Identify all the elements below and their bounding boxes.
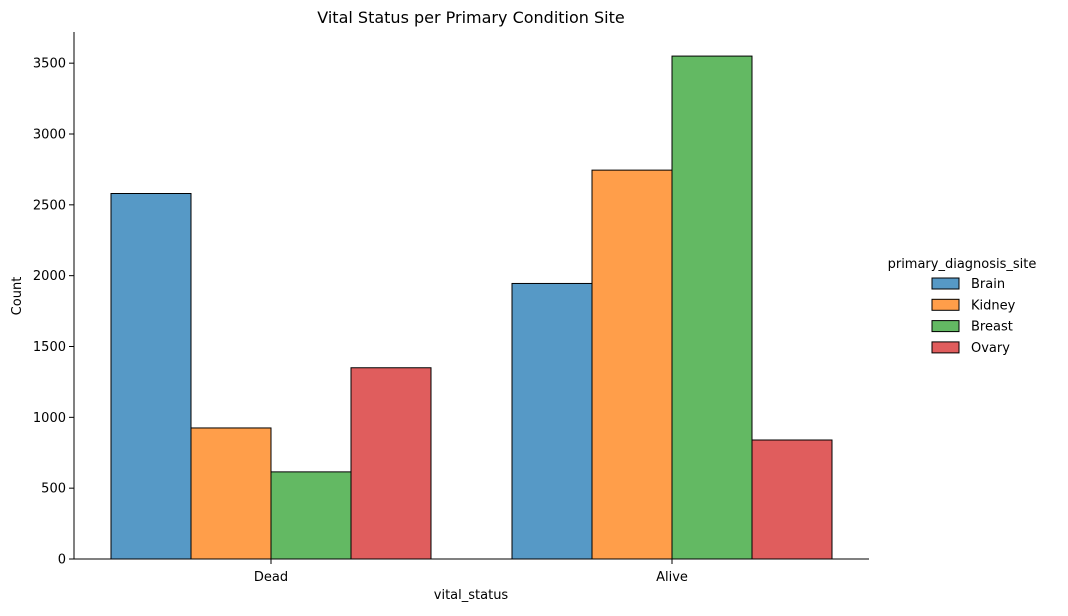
bar-alive-ovary	[751, 439, 833, 560]
y-ticks: 0 500 1000 1500 2000 2500 3000 3500	[33, 57, 74, 568]
y-axis-label: Count	[10, 277, 25, 316]
y-tick-label: 0	[58, 553, 66, 568]
legend-items: Brain Kidney Breast Ovary	[931, 277, 1016, 356]
bars-layer	[110, 55, 833, 560]
legend-label: Ovary	[971, 341, 1010, 356]
legend-swatch	[931, 320, 960, 333]
x-axis-label: vital_status	[434, 588, 509, 603]
legend-label: Brain	[971, 277, 1005, 292]
y-tick-label: 2500	[33, 198, 66, 213]
legend: primary_diagnosis_site Brain Kidney Breast…	[888, 257, 1037, 356]
y-tick-label: 500	[41, 482, 66, 497]
bar-dead-breast	[270, 471, 352, 560]
legend-swatch	[931, 298, 960, 311]
legend-title: primary_diagnosis_site	[888, 257, 1037, 272]
x-tick-label: Alive	[656, 570, 688, 585]
bar-alive-kidney	[591, 169, 673, 560]
bar-alive-brain	[511, 282, 593, 560]
bar-dead-ovary	[350, 367, 432, 560]
y-tick-label: 3000	[33, 128, 66, 143]
bar-alive-breast	[671, 55, 753, 560]
chart-title: Vital Status per Primary Condition Site	[317, 8, 624, 27]
legend-label: Breast	[971, 320, 1013, 335]
bar-dead-kidney	[190, 427, 272, 560]
legend-label: Kidney	[971, 298, 1016, 313]
x-tick-label: Dead	[254, 570, 288, 585]
y-tick-label: 2000	[33, 269, 66, 284]
bar-dead-brain	[110, 193, 192, 560]
legend-swatch	[931, 277, 960, 290]
y-tick-label: 3500	[33, 57, 66, 72]
x-ticks: Dead Alive	[254, 559, 688, 585]
y-tick-label: 1000	[33, 411, 66, 426]
legend-swatch	[931, 341, 960, 354]
y-tick-label: 1500	[33, 340, 66, 355]
